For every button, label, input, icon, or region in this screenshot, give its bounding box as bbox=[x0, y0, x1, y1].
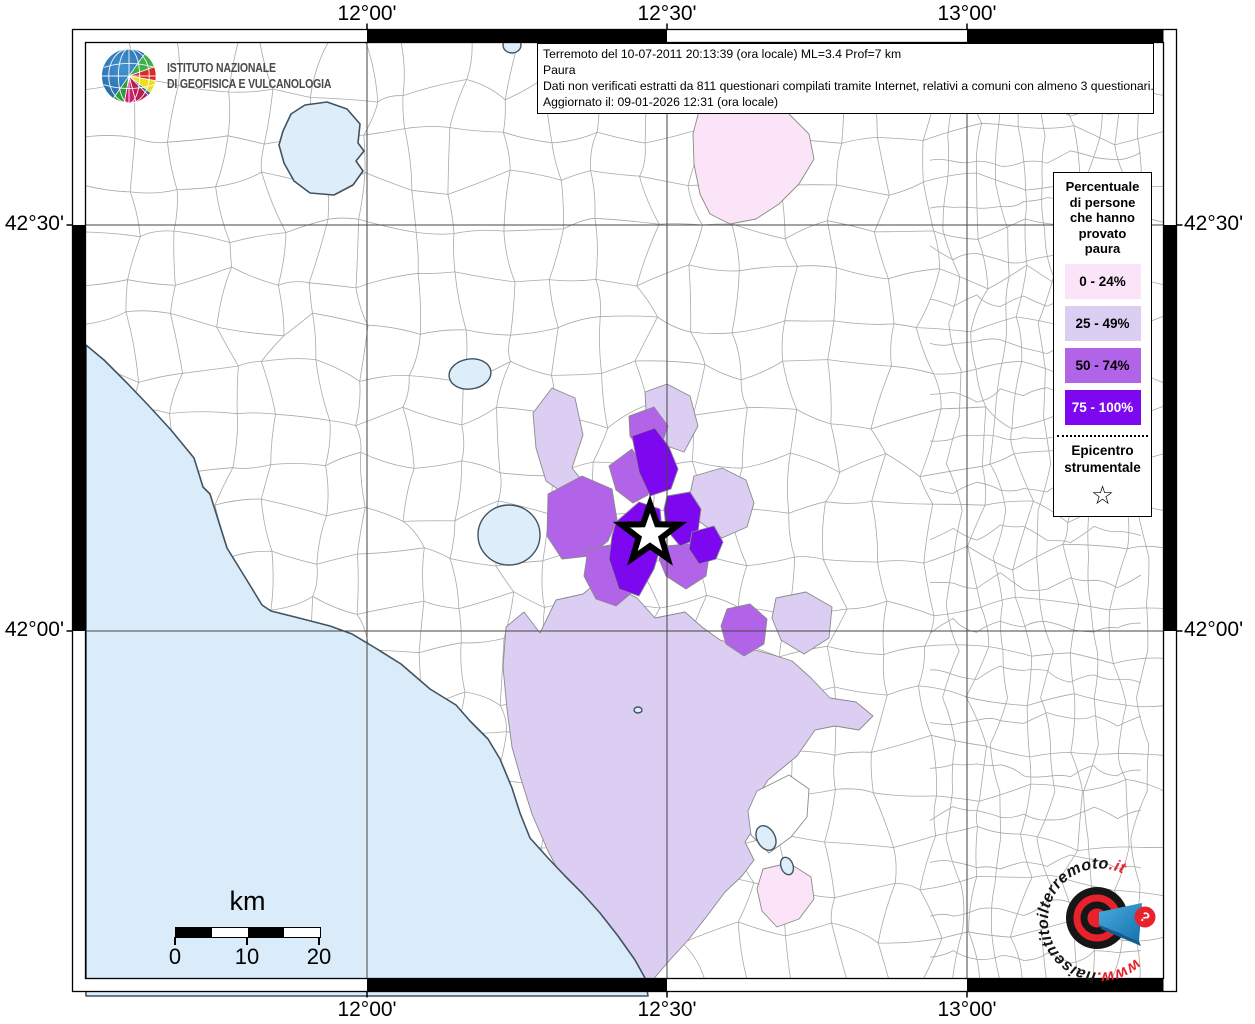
scalebar-segment bbox=[212, 928, 248, 937]
lago-di-bolsena bbox=[278, 101, 365, 196]
felt-region-class-1 bbox=[771, 591, 833, 655]
legend-class-swatch-4: 75 - 100% bbox=[1064, 389, 1141, 425]
axis-label-left-42°30': 42°30' bbox=[4, 212, 64, 235]
info-box-line-2: Paura bbox=[543, 62, 576, 77]
info-box-line-3: Dati non verificati estratti da 811 ques… bbox=[543, 78, 1154, 93]
axis-label-top-12°30': 12°30' bbox=[637, 2, 697, 25]
lago-di-vico bbox=[448, 358, 492, 390]
legend-classes: 0 - 24% 25 - 49% 50 - 74% 75 - 100% bbox=[1054, 263, 1151, 425]
scalebar-number: 20 bbox=[306, 944, 332, 969]
map-frame bbox=[71, 28, 1178, 993]
earthquake-info-box: Terremoto del 10-07-2011 20:13:39 (ora l… bbox=[537, 43, 1154, 115]
ingv-name: ISTITUTO NAZIONALE DI GEOFISICA E VULCAN… bbox=[167, 60, 331, 93]
scalebar-number: 10 bbox=[234, 944, 260, 969]
felt-region-class-0 bbox=[756, 862, 815, 928]
graticule bbox=[85, 42, 1164, 979]
lago-di-bracciano bbox=[477, 504, 541, 566]
legend-title-line: Percentuale bbox=[1065, 179, 1140, 194]
scale-bar bbox=[175, 927, 321, 938]
legend-title: Percentuale di persone che hanno provato pau… bbox=[1054, 179, 1151, 257]
scalebar-unit-label: km bbox=[229, 886, 266, 916]
megaphone-cone-shadow bbox=[1099, 925, 1141, 946]
small-pond bbox=[633, 706, 643, 714]
scalebar-segment bbox=[284, 928, 320, 937]
felt-region-class-3 bbox=[688, 525, 724, 565]
legend-divider bbox=[1057, 434, 1148, 437]
question-badge bbox=[1134, 906, 1156, 928]
axis-label-bottom-12°30': 12°30' bbox=[637, 998, 697, 1021]
ingv-logo: ISTITUTO NAZIONALE DI GEOFISICA E VULCAN… bbox=[100, 47, 363, 105]
legend-title-line: paura bbox=[1084, 241, 1121, 257]
ingv-name-line2: DI GEOFISICA E VULCANOLOGIA bbox=[167, 77, 332, 91]
lago-albano bbox=[755, 825, 777, 851]
felt-regions bbox=[502, 98, 874, 983]
axis-label-right-42°00': 42°00' bbox=[1184, 618, 1244, 641]
legend-class-swatch-3: 50 - 74% bbox=[1064, 347, 1141, 383]
legend-epicenter-line: Epicentro bbox=[1071, 442, 1134, 458]
info-box-line-1: Terremoto del 10-07-2011 20:13:39 (ora l… bbox=[543, 47, 902, 61]
legend-title-line: provato bbox=[1078, 225, 1127, 241]
legend-title-line: di persone bbox=[1069, 194, 1136, 210]
ingv-name-line1: ISTITUTO NAZIONALE bbox=[167, 60, 276, 75]
axis-label-right-42°30': 42°30' bbox=[1184, 212, 1244, 235]
map-legend: Percentuale di persone che hanno provato pau… bbox=[1053, 172, 1152, 517]
scalebar-tick bbox=[246, 937, 248, 945]
axis-label-bottom-13°00': 13°00' bbox=[937, 998, 997, 1021]
legend-class-swatch-1: 0 - 24% bbox=[1064, 263, 1141, 299]
info-box-line-4: Aggiornato il: 09-01-2026 12:31 (ora loc… bbox=[543, 94, 779, 109]
axis-label-bottom-12°00': 12°00' bbox=[337, 998, 397, 1021]
scalebar-segment bbox=[176, 928, 212, 937]
epicenter-star bbox=[612, 494, 688, 566]
scalebar-tick bbox=[318, 937, 320, 945]
scalebar-segment bbox=[248, 928, 284, 937]
axis-label-top-12°00': 12°00' bbox=[337, 2, 397, 25]
felt-region-class-2 bbox=[720, 603, 768, 657]
ingv-globe-icon bbox=[101, 48, 157, 104]
legend-title-line: che hanno bbox=[1069, 210, 1135, 226]
scalebar-tick bbox=[174, 937, 176, 945]
haisentito-logo: ? www.haisentitoilterremoto.it bbox=[1035, 855, 1156, 986]
felt-region-class-2 bbox=[546, 475, 618, 560]
legend-class-swatch-2: 25 - 49% bbox=[1064, 305, 1141, 341]
frame-ticks bbox=[66, 23, 1183, 998]
lago-di-nemi bbox=[779, 856, 795, 876]
legend-epicenter-line: strumentale bbox=[1064, 459, 1141, 475]
megaphone-cone-icon bbox=[1099, 903, 1142, 941]
scalebar-number: 0 bbox=[168, 944, 182, 969]
axis-label-top-13°00': 13°00' bbox=[937, 2, 997, 25]
epicenter-star-symbol: ☆ bbox=[1090, 479, 1115, 510]
legend-epicenter-label: Epicentro strumentale bbox=[1054, 443, 1151, 477]
axis-label-left-42°00': 42°00' bbox=[4, 618, 64, 641]
